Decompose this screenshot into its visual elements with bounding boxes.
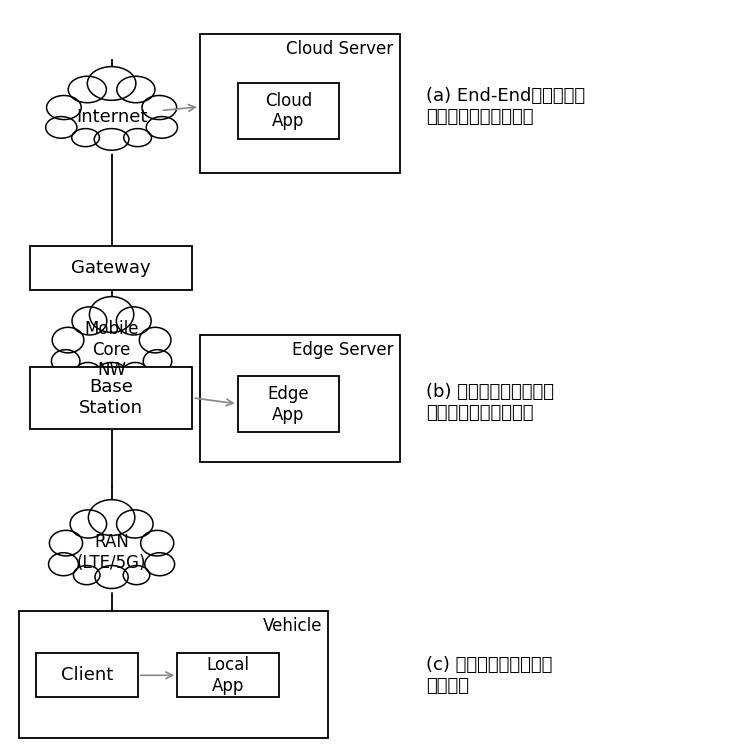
FancyBboxPatch shape [177, 653, 279, 697]
Ellipse shape [140, 530, 173, 556]
FancyBboxPatch shape [238, 83, 339, 139]
Text: Vehicle: Vehicle [262, 617, 322, 635]
Ellipse shape [90, 296, 133, 332]
Text: Cloud
App: Cloud App [265, 92, 312, 130]
Text: (b) クラウドだと閘値を
上回る場合に一時利用: (b) クラウドだと閘値を 上回る場合に一時利用 [426, 383, 554, 422]
Text: Internet: Internet [76, 108, 147, 126]
FancyBboxPatch shape [200, 34, 400, 173]
Text: Mobile
Core
NW: Mobile Core NW [84, 320, 139, 380]
FancyBboxPatch shape [36, 653, 138, 697]
Ellipse shape [75, 362, 100, 382]
Ellipse shape [72, 129, 100, 147]
Ellipse shape [142, 96, 176, 120]
Ellipse shape [70, 510, 106, 538]
Ellipse shape [49, 530, 82, 556]
Ellipse shape [48, 553, 78, 576]
FancyBboxPatch shape [30, 246, 192, 290]
Ellipse shape [94, 129, 129, 150]
Ellipse shape [88, 499, 135, 535]
Ellipse shape [124, 129, 152, 147]
Text: Cloud Server: Cloud Server [287, 40, 394, 58]
Text: Base
Station: Base Station [79, 378, 143, 417]
FancyBboxPatch shape [238, 376, 339, 432]
Ellipse shape [51, 350, 80, 373]
Ellipse shape [143, 350, 172, 373]
Ellipse shape [139, 327, 171, 353]
Ellipse shape [46, 117, 77, 138]
Ellipse shape [123, 362, 148, 382]
Text: Edge
App: Edge App [268, 385, 309, 423]
Text: Client: Client [61, 666, 113, 684]
Ellipse shape [95, 566, 128, 589]
Ellipse shape [146, 117, 177, 138]
Ellipse shape [123, 566, 150, 585]
Ellipse shape [72, 307, 107, 335]
Ellipse shape [87, 67, 136, 100]
Text: Gateway: Gateway [72, 259, 151, 277]
Text: (c) 切替時や接続断時に
一時利用: (c) 切替時や接続断時に 一時利用 [426, 656, 553, 695]
FancyBboxPatch shape [30, 367, 192, 429]
Ellipse shape [50, 310, 173, 390]
Ellipse shape [117, 76, 155, 103]
Ellipse shape [68, 76, 106, 103]
FancyBboxPatch shape [19, 611, 328, 738]
Ellipse shape [44, 79, 179, 154]
Ellipse shape [47, 513, 176, 593]
Ellipse shape [116, 307, 151, 335]
Ellipse shape [52, 327, 84, 353]
Ellipse shape [145, 553, 175, 576]
Ellipse shape [73, 566, 100, 585]
Ellipse shape [96, 362, 127, 386]
FancyBboxPatch shape [200, 335, 400, 462]
Text: RAN
(LTE/5G): RAN (LTE/5G) [77, 533, 146, 572]
Text: Local
App: Local App [207, 656, 250, 695]
Text: (a) End-End処理時間が
閘値以下の場合に利用: (a) End-End処理時間が 閘値以下の場合に利用 [426, 87, 585, 126]
Ellipse shape [117, 510, 153, 538]
Ellipse shape [47, 96, 81, 120]
Text: Edge Server: Edge Server [292, 341, 394, 359]
